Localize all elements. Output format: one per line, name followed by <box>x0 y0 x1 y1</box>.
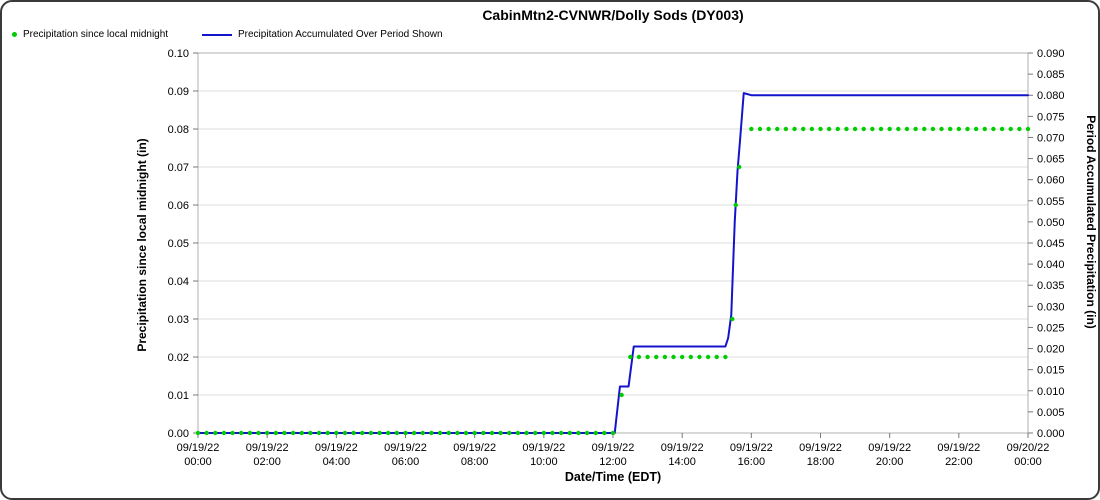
series-since-midnight-dots <box>195 126 1031 436</box>
svg-text:0.015: 0.015 <box>1037 365 1065 377</box>
svg-text:09/20/22: 09/20/22 <box>1007 442 1050 454</box>
svg-text:09/19/22: 09/19/22 <box>661 442 704 454</box>
svg-text:0.005: 0.005 <box>1037 407 1065 419</box>
gridlines <box>198 90 1028 396</box>
svg-text:0.085: 0.085 <box>1037 69 1065 81</box>
svg-text:0.040: 0.040 <box>1037 259 1065 271</box>
svg-text:10:00: 10:00 <box>530 456 558 468</box>
svg-text:12:00: 12:00 <box>599 456 627 468</box>
svg-text:0.080: 0.080 <box>1037 90 1065 102</box>
legend-item-since-midnight: Precipitation since local midnight <box>12 29 168 40</box>
svg-text:09/19/22: 09/19/22 <box>937 442 980 454</box>
svg-text:0.07: 0.07 <box>168 162 189 174</box>
svg-text:08:00: 08:00 <box>461 456 489 468</box>
svg-text:09/19/22: 09/19/22 <box>592 442 635 454</box>
legend-label-accumulated: Precipitation Accumulated Over Period Sh… <box>238 29 443 40</box>
svg-text:00:00: 00:00 <box>1014 456 1042 468</box>
svg-text:0.050: 0.050 <box>1037 217 1065 229</box>
svg-text:0.020: 0.020 <box>1037 344 1065 356</box>
left-axis-ticks: 0.00 0.01 0.02 0.03 0.04 0.05 0.06 0.07 0.08 0.09… <box>168 48 198 440</box>
legend-dot-marker <box>12 32 17 37</box>
svg-text:0.060: 0.060 <box>1037 175 1065 187</box>
svg-text:00:00: 00:00 <box>184 456 212 468</box>
legend-line-marker <box>202 33 232 36</box>
svg-text:09/19/22: 09/19/22 <box>453 442 496 454</box>
svg-text:0.05: 0.05 <box>168 238 189 250</box>
svg-text:0.10: 0.10 <box>168 48 189 60</box>
svg-text:0.08: 0.08 <box>168 124 189 136</box>
svg-text:0.010: 0.010 <box>1037 386 1065 398</box>
svg-text:0.075: 0.075 <box>1037 111 1065 123</box>
svg-text:0.035: 0.035 <box>1037 280 1065 292</box>
svg-text:0.01: 0.01 <box>168 390 189 402</box>
svg-text:0.090: 0.090 <box>1037 48 1065 60</box>
svg-text:0.00: 0.00 <box>168 428 189 440</box>
x-axis-title: Date/Time (EDT) <box>564 470 662 484</box>
svg-text:0.065: 0.065 <box>1037 154 1065 166</box>
svg-text:09/19/22: 09/19/22 <box>315 442 358 454</box>
svg-text:0.02: 0.02 <box>168 352 189 364</box>
svg-text:0.06: 0.06 <box>168 200 189 212</box>
svg-text:04:00: 04:00 <box>323 456 351 468</box>
svg-text:0.070: 0.070 <box>1037 132 1065 144</box>
chart-title: CabinMtn2-CVNWR/Dolly Sods (DY003) <box>482 7 744 23</box>
svg-text:18:00: 18:00 <box>807 456 835 468</box>
svg-text:0.045: 0.045 <box>1037 238 1065 250</box>
svg-text:09/19/22: 09/19/22 <box>384 442 427 454</box>
x-axis-ticks: 09/19/22 00:00 09/19/22 02:00 09/19/22 04:00 0… <box>177 433 1050 468</box>
svg-text:20:00: 20:00 <box>876 456 904 468</box>
legend-label-since-midnight: Precipitation since local midnight <box>23 29 169 40</box>
svg-text:0.03: 0.03 <box>168 314 189 326</box>
right-axis-ticks: 0.000 0.005 0.010 0.015 0.020 0.025 0.030 0.035… <box>1028 48 1065 440</box>
svg-text:16:00: 16:00 <box>738 456 766 468</box>
svg-text:09/19/22: 09/19/22 <box>799 442 842 454</box>
svg-text:0.055: 0.055 <box>1037 196 1065 208</box>
svg-text:0.09: 0.09 <box>168 86 189 98</box>
legend-item-accumulated: Precipitation Accumulated Over Period Sh… <box>202 29 443 40</box>
svg-text:09/19/22: 09/19/22 <box>730 442 773 454</box>
svg-text:0.025: 0.025 <box>1037 322 1065 334</box>
svg-text:02:00: 02:00 <box>253 456 281 468</box>
svg-text:09/19/22: 09/19/22 <box>522 442 565 454</box>
svg-text:09/19/22: 09/19/22 <box>246 442 289 454</box>
svg-text:0.030: 0.030 <box>1037 301 1065 313</box>
series-accumulated-line <box>197 92 1029 434</box>
svg-text:06:00: 06:00 <box>392 456 420 468</box>
svg-text:14:00: 14:00 <box>668 456 696 468</box>
svg-text:09/19/22: 09/19/22 <box>868 442 911 454</box>
svg-text:22:00: 22:00 <box>945 456 973 468</box>
svg-text:0.000: 0.000 <box>1037 428 1065 440</box>
svg-text:09/19/22: 09/19/22 <box>177 442 220 454</box>
svg-text:0.04: 0.04 <box>168 276 189 288</box>
